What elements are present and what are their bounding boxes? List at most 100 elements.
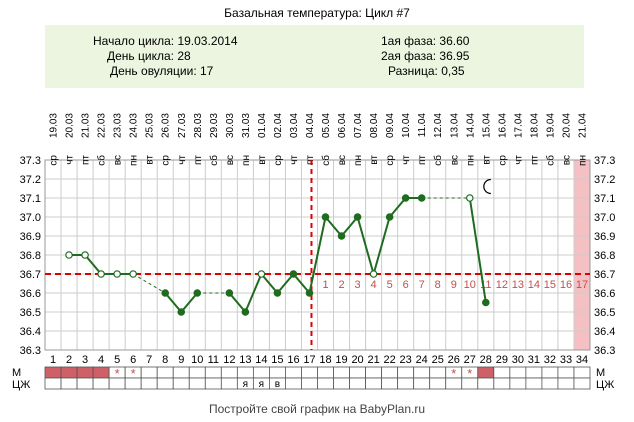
spotting-mark: * [451, 366, 456, 381]
weekday-label: сб [320, 155, 332, 166]
cycle-day-label: 11 [208, 354, 219, 366]
footer-link[interactable]: Постройте свой график на BabyPlan.ru [208, 402, 426, 416]
cervical-fluid-cell [317, 377, 334, 390]
menstruation-cell [493, 366, 511, 379]
cycle-day-label: 32 [544, 354, 556, 366]
date-label: 02.04 [273, 113, 284, 138]
temperature-segment [340, 216, 359, 237]
temperature-point [225, 289, 234, 297]
luteal-day-label: 17 [576, 279, 588, 291]
temperature-point [81, 251, 89, 259]
menstruation-cell [44, 366, 62, 379]
temperature-point [65, 251, 73, 259]
weekday-label: пн [129, 155, 140, 166]
weekday-label: чт [65, 155, 76, 165]
menstruation-cell [76, 366, 94, 379]
row-czh-label-right: ЦЖ [596, 379, 614, 391]
menstruation-cell [252, 366, 270, 379]
date-label: 06.04 [337, 113, 348, 138]
weekday-label: чт [289, 155, 300, 165]
date-label: 07.04 [353, 113, 364, 138]
weekday-label: вт [369, 155, 380, 165]
y-tick-label-right: 36.9 [594, 231, 615, 243]
date-label: 15.04 [481, 113, 492, 138]
cervical-fluid-cell [525, 377, 543, 390]
weekday-label: вс [337, 155, 348, 165]
cycle-day-label: 16 [287, 354, 299, 366]
menstruation-cell [269, 366, 286, 379]
weekday-label: вс [225, 155, 236, 165]
temperature-segment [324, 216, 343, 237]
date-label: 24.03 [129, 113, 140, 138]
date-label: 11.04 [417, 113, 428, 138]
cervical-fluid-mark: я [259, 379, 264, 390]
date-label: 27.03 [177, 113, 188, 138]
spotting-mark: * [115, 366, 120, 381]
temperature-point [385, 213, 394, 221]
menstruation-cell [541, 366, 559, 379]
cycle-day-label: 19 [335, 354, 347, 366]
cervical-fluid-cell [76, 377, 94, 390]
cycle-day-label: 1 [50, 354, 56, 366]
weekday-label: вс [449, 155, 460, 165]
cycle-day-label: 13 [239, 354, 251, 366]
weekday-label: пт [305, 155, 316, 165]
luteal-day-label: 9 [451, 279, 457, 291]
date-label: 14.04 [465, 113, 476, 138]
luteal-day-label: 10 [464, 279, 476, 291]
y-tick-label-left: 36.4 [20, 326, 41, 338]
menstruation-cell [349, 366, 366, 379]
cycle-day-label: 4 [98, 354, 104, 366]
date-label: 17.04 [513, 113, 524, 138]
weekday-label: ср [49, 155, 60, 166]
temperature-point [289, 270, 298, 278]
luteal-day-label: 15 [544, 279, 556, 291]
y-tick-label-left: 36.3 [20, 345, 41, 357]
luteal-day-label: 8 [435, 279, 441, 291]
luteal-day-label: 5 [387, 279, 393, 291]
weekday-label: пн [353, 155, 364, 166]
weekday-label: ср [161, 155, 172, 166]
luteal-day-label: 2 [338, 279, 344, 291]
cervical-fluid-cell [156, 377, 174, 390]
temperature-point [97, 270, 105, 278]
menstruation-cell [220, 366, 238, 379]
weekday-label: чт [401, 155, 412, 165]
cycle-day-label: 3 [82, 354, 88, 366]
weekday-label: вс [561, 155, 572, 165]
date-label: 09.04 [385, 113, 396, 138]
menstruation-cell [381, 366, 399, 379]
temperature-segment [180, 292, 199, 313]
cycle-day-label: 31 [528, 354, 540, 366]
date-label: 21.03 [81, 113, 92, 138]
y-tick-label-right: 37.0 [594, 212, 615, 224]
date-label: 12.04 [433, 113, 444, 138]
date-label: 31.03 [241, 113, 252, 138]
cycle-info-box: Начало цикла: 19.03.2014 День цикла: 28 … [45, 25, 584, 88]
menstruation-cell [172, 366, 190, 379]
temperature-segment [388, 197, 407, 218]
y-tick-label-right: 36.4 [594, 326, 615, 338]
menstruation-cell [92, 366, 110, 379]
menstruation-cell [236, 366, 254, 379]
weekday-label: сб [96, 155, 108, 166]
chart-title: Базальная температура: Цикл #7 [224, 6, 410, 20]
cycle-day-label: 28 [480, 354, 492, 366]
temperature-segment [308, 216, 327, 294]
temperature-point [353, 213, 362, 221]
y-tick-label-right: 37.3 [594, 155, 615, 167]
cycle-day-label: 18 [319, 354, 331, 366]
weekday-label: сб [208, 155, 220, 166]
y-tick-label-left: 36.7 [20, 269, 41, 281]
temperature-point [129, 270, 137, 278]
temperature-point [113, 270, 121, 278]
temperature-segment [244, 273, 263, 313]
row-m-label-right: М [596, 367, 605, 379]
y-tick-label-left: 37.3 [20, 155, 41, 167]
cervical-fluid-cell [557, 377, 575, 390]
luteal-day-label: 11 [480, 279, 491, 291]
y-tick-label-left: 37.2 [20, 174, 41, 186]
date-label: 13.04 [449, 113, 460, 138]
cycle-day-label: 24 [416, 354, 428, 366]
weekday-label: чт [177, 155, 188, 165]
